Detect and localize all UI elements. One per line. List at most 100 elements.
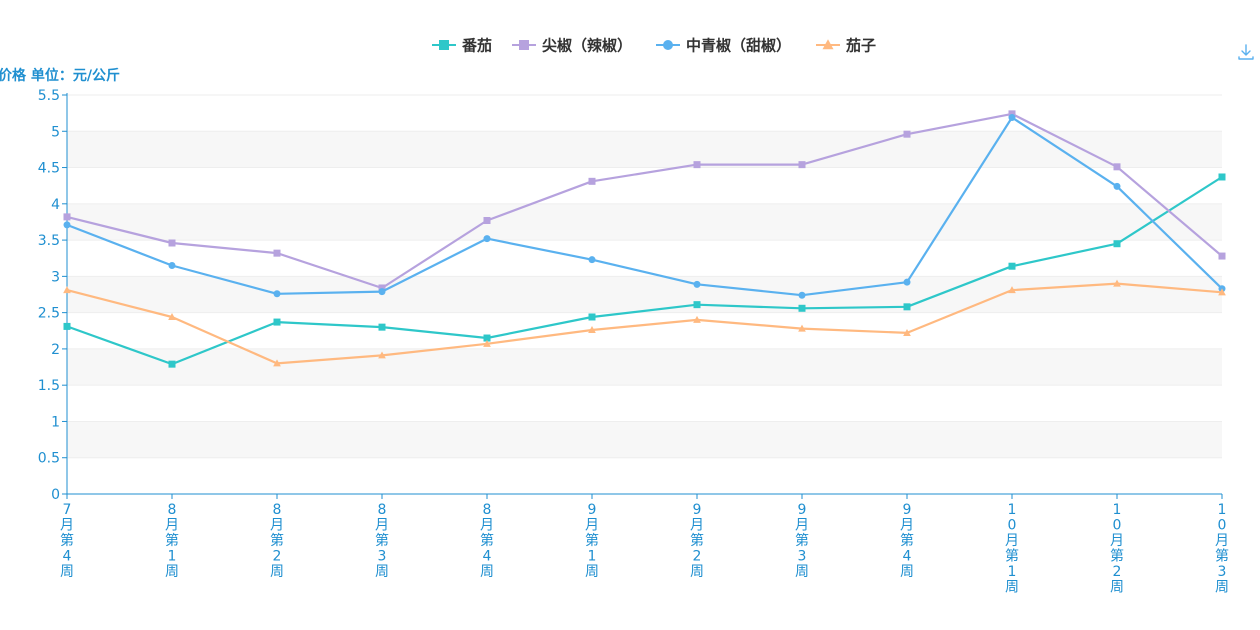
x-tick-label: 8 月第 1 周 (165, 502, 179, 580)
grid-bands (67, 131, 1222, 458)
x-tick-label: 8 月第 4 周 (480, 502, 494, 580)
y-axis-label: 价格 单位：元/公斤 (0, 67, 120, 84)
data-point (693, 315, 701, 323)
data-point (168, 312, 176, 320)
series-line (66, 112, 1223, 290)
x-tick-label: 8 月第 2 周 (270, 502, 284, 580)
data-point (63, 221, 71, 229)
y-tick-label: 0 (51, 487, 60, 503)
data-point (903, 278, 911, 286)
y-tick-label: 2.5 (38, 306, 60, 322)
x-tick-label: 9 月第 1 周 (585, 502, 599, 580)
x-tick-label: 1 0 月第 2 周 (1110, 502, 1124, 596)
data-point (168, 239, 176, 247)
data-point (273, 359, 281, 367)
legend-label: 番茄 (461, 37, 492, 55)
data-point (588, 326, 596, 334)
data-point (1008, 110, 1016, 118)
data-point (588, 313, 596, 321)
y-tick-label: 5 (51, 124, 60, 140)
data-point (693, 161, 701, 169)
data-point (483, 334, 491, 342)
y-tick-label: 3 (51, 269, 60, 285)
data-point (273, 290, 281, 298)
legend-item[interactable]: 尖椒（辣椒） (512, 37, 632, 55)
data-point (483, 217, 491, 225)
y-tick-label: 4 (51, 197, 60, 213)
data-point (1218, 173, 1226, 181)
data-point (1113, 182, 1121, 190)
x-tick-label: 9 月第 4 周 (900, 502, 914, 580)
x-tick-label: 9 月第 2 周 (690, 502, 704, 580)
data-point (693, 280, 701, 288)
series-line (66, 116, 1223, 297)
series-lines (63, 110, 1226, 368)
y-tick-label: 1.5 (38, 378, 60, 394)
legend-item[interactable]: 番茄 (432, 37, 492, 55)
series-0 (63, 173, 1226, 368)
grid-band (67, 203, 1222, 241)
data-point (63, 213, 71, 221)
data-point (1218, 252, 1226, 260)
series-2 (63, 113, 1226, 299)
data-point (483, 235, 491, 243)
data-point (273, 249, 281, 257)
legend-item[interactable]: 中青椒（甜椒） (656, 37, 791, 55)
data-point (168, 360, 176, 368)
x-tick-label: 9 月第 3 周 (795, 502, 809, 580)
data-point (168, 261, 176, 269)
x-tick-label: 8 月第 3 周 (375, 502, 389, 580)
grid-band (67, 276, 1222, 313)
legend-label: 茄子 (845, 37, 876, 55)
data-point (1113, 163, 1121, 171)
data-point (903, 328, 911, 336)
grid-band (67, 131, 1222, 168)
data-point (1218, 288, 1226, 296)
grid-band (67, 421, 1222, 458)
series-3 (63, 279, 1226, 367)
data-point (798, 324, 806, 332)
data-point (798, 161, 806, 169)
data-point (588, 177, 596, 185)
data-point (1008, 262, 1016, 270)
data-point (588, 256, 596, 264)
y-tick-label: 2 (51, 342, 60, 358)
y-tick-label: 4.5 (38, 161, 60, 177)
axes: 0 0.5 1 1.5 2 2.5 3 3.5 4 4.5 5 5.5 7 月第 4 周 8 月第 1 周 8 月第 2 周 8… (38, 88, 1229, 596)
legend-item[interactable]: 茄子 (816, 37, 876, 55)
download-icon-glyph (1238, 44, 1254, 60)
y-tick-label: 5.5 (38, 88, 60, 104)
data-point (693, 301, 701, 309)
data-point (903, 303, 911, 311)
legend[interactable]: 番茄 尖椒（辣椒） 中青椒（甜椒） 茄子 (432, 37, 876, 55)
data-point (1113, 279, 1121, 287)
data-point (378, 323, 386, 331)
data-point (1113, 240, 1121, 248)
data-point (1008, 113, 1016, 121)
data-point (63, 322, 71, 330)
data-point (798, 304, 806, 312)
data-point (63, 286, 71, 294)
data-point (1008, 286, 1016, 294)
x-tick-label: 1 0 月第 3 周 (1215, 502, 1229, 596)
legend-label: 尖椒（辣椒） (542, 37, 632, 55)
download-icon[interactable] (1238, 44, 1254, 60)
y-tick-label: 1 (51, 414, 60, 430)
x-tick-label: 1 0 月第 1 周 (1005, 502, 1019, 596)
data-point (483, 339, 491, 347)
data-point (378, 284, 386, 292)
series-1 (63, 110, 1226, 292)
legend-label: 中青椒（甜椒） (686, 37, 791, 55)
series-line (66, 282, 1223, 365)
legend-marker (663, 40, 673, 50)
x-tick-label: 7 月第 4 周 (60, 502, 74, 580)
data-point (273, 318, 281, 326)
y-tick-label: 0.5 (38, 451, 60, 467)
data-point (378, 351, 386, 359)
data-point (903, 130, 911, 138)
legend-marker (439, 40, 449, 50)
grid-band (67, 348, 1222, 386)
data-point (798, 291, 806, 299)
